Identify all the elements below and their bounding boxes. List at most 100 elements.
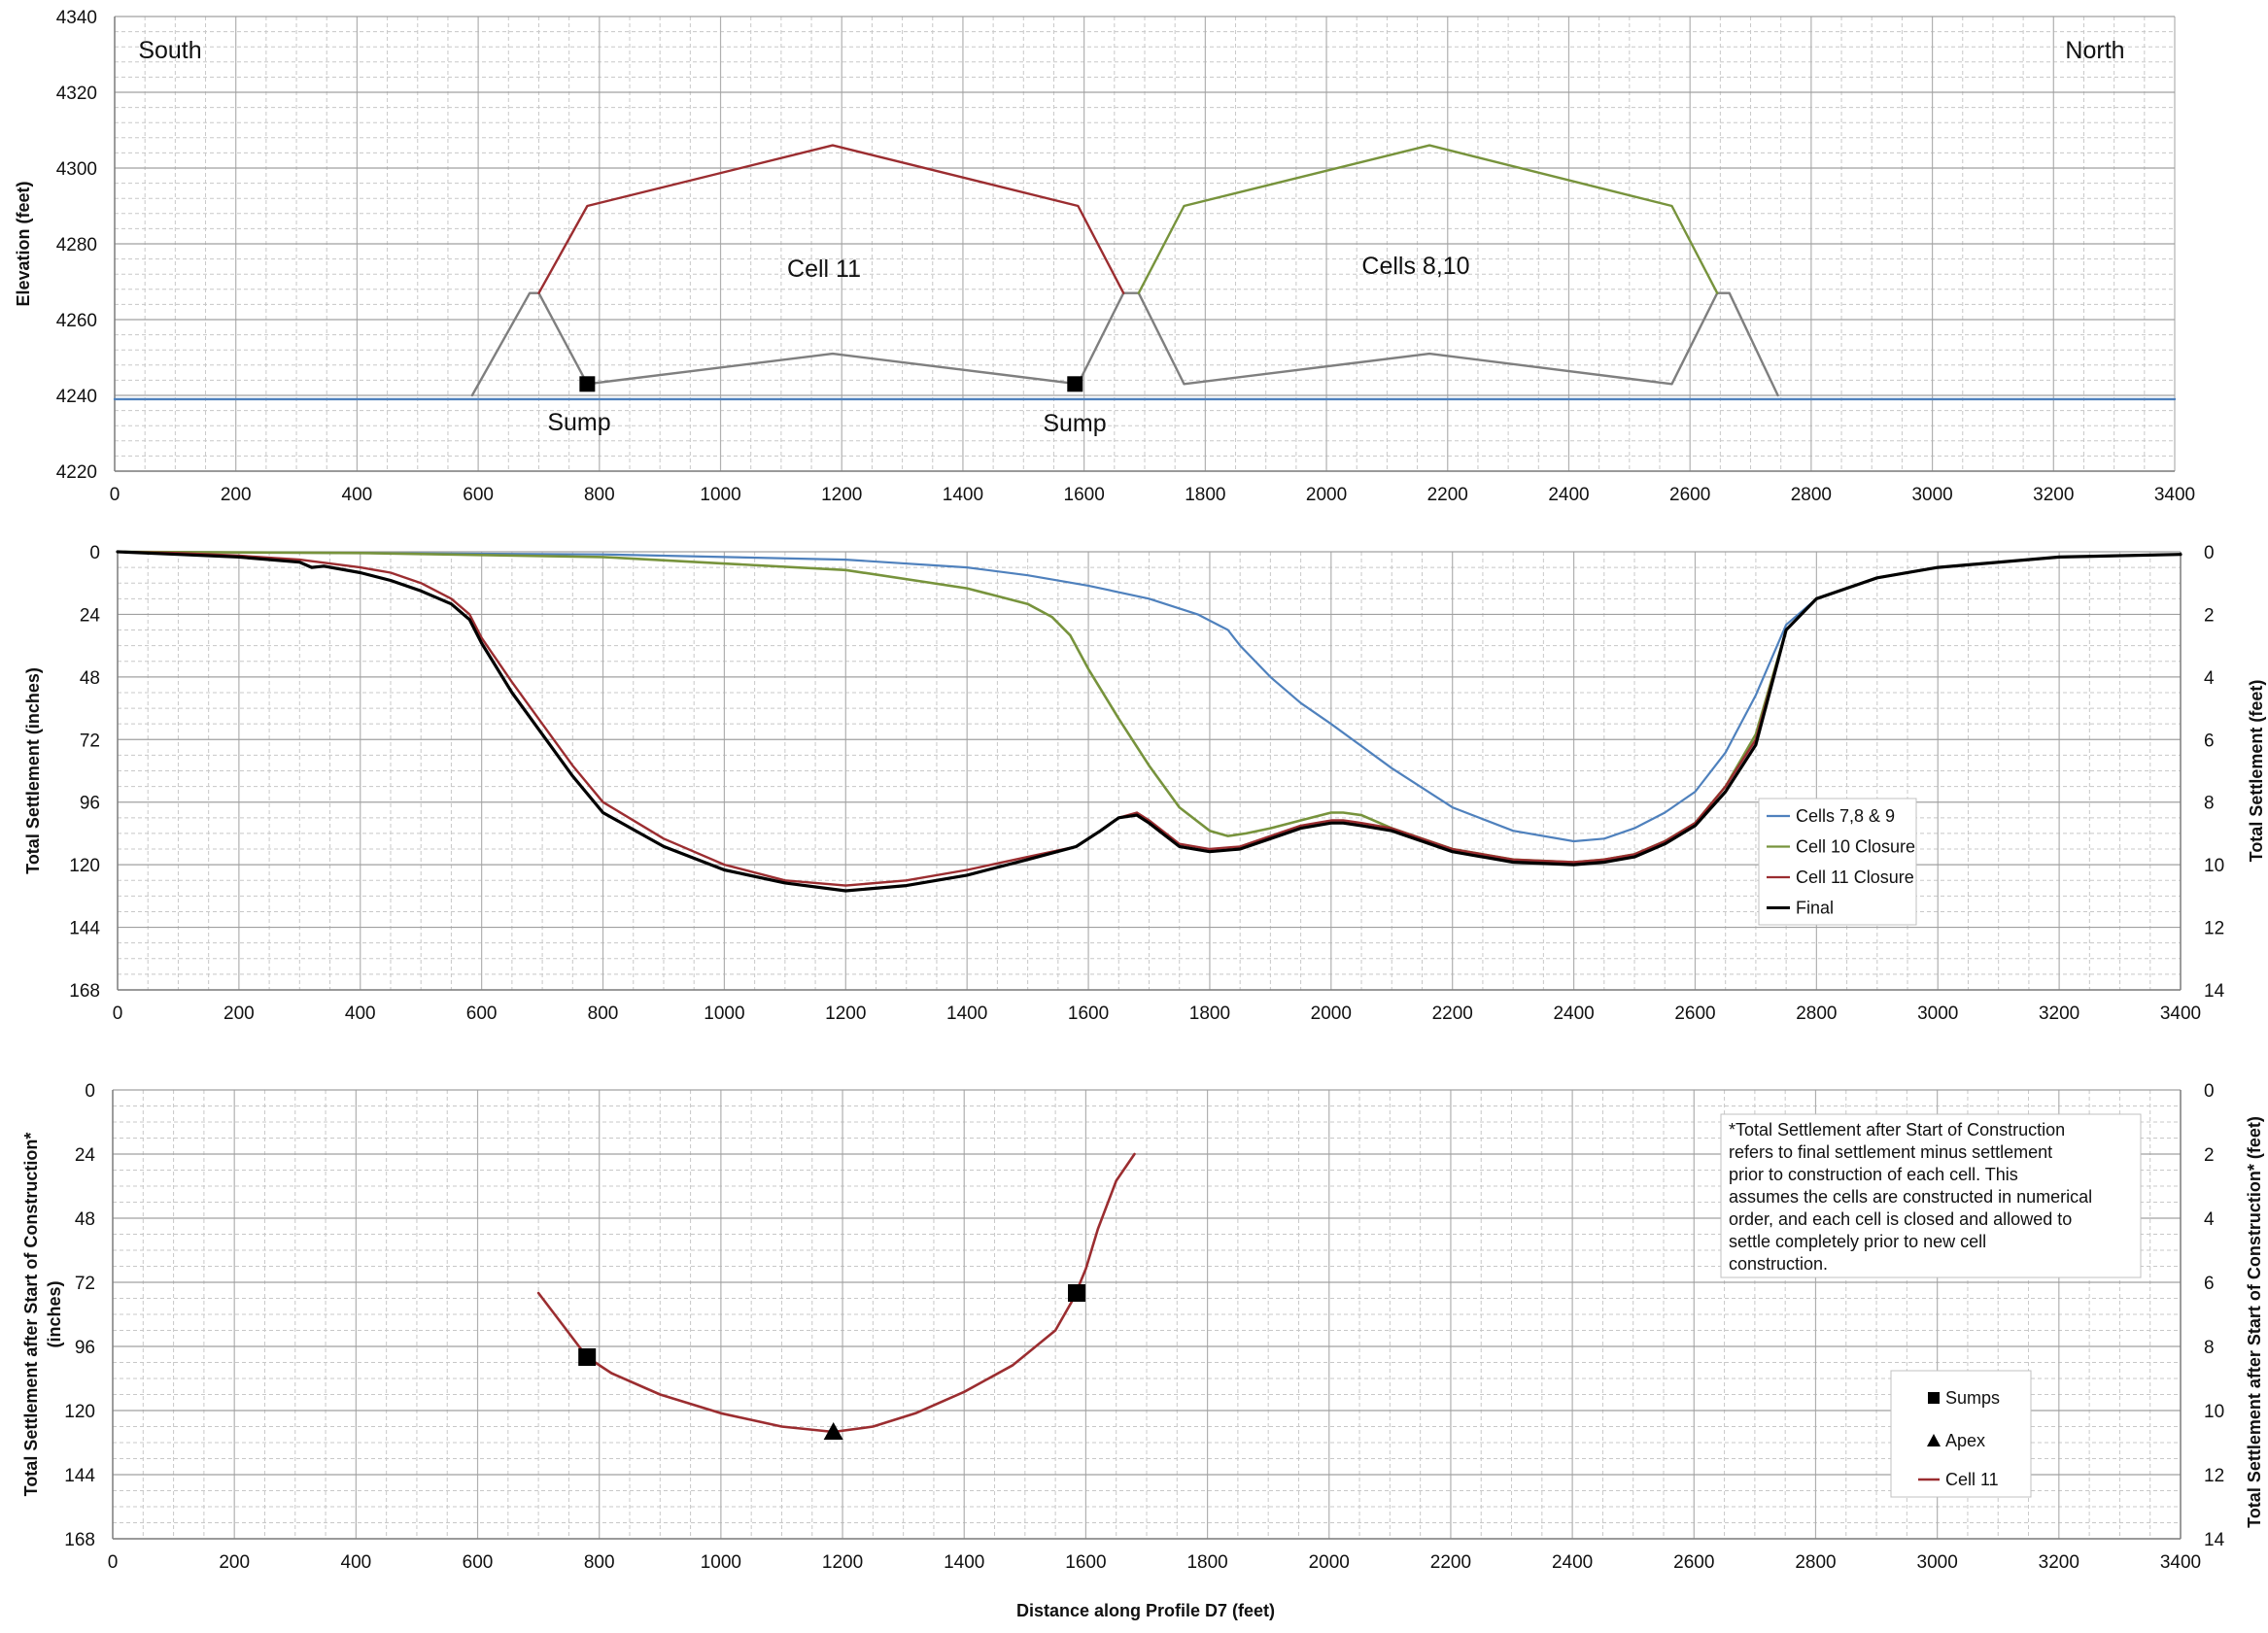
y-tick-label: 0 [89, 543, 100, 563]
x-tick-label: 400 [341, 1552, 372, 1573]
x-tick-label: 3000 [1917, 1004, 1958, 1024]
x-tick-label: 2400 [1548, 485, 1589, 505]
x-axis-title: Distance along Profile D7 (feet) [1016, 1601, 1275, 1620]
legend-box [1890, 1370, 2032, 1498]
note-line: refers to final settlement minus settlem… [1729, 1142, 2052, 1162]
x-tick-label: 2200 [1432, 1004, 1473, 1024]
y2-tick-label: 14 [2204, 981, 2225, 1002]
x-tick-label: 2200 [1427, 485, 1468, 505]
x-tick-label: 2800 [1795, 1552, 1836, 1573]
y2-tick-label: 4 [2204, 1209, 2215, 1230]
x-tick-label: 1400 [944, 1552, 984, 1573]
y2-tick-label: 10 [2204, 1402, 2224, 1422]
x-tick-label: 800 [588, 1004, 619, 1024]
x-tick-label: 400 [342, 485, 373, 505]
x-tick-label: 600 [463, 485, 494, 505]
legend-label: Cells 7,8 & 9 [1796, 806, 1895, 826]
sump-marker [579, 376, 596, 392]
x-tick-label: 3400 [2160, 1004, 2201, 1024]
annotation-cells-8-10: Cells 8,10 [1361, 253, 1469, 280]
x-tick-label: 3200 [2033, 485, 2074, 505]
x-tick-label: 1800 [1186, 1552, 1227, 1573]
x-tick-label: 1000 [701, 1552, 741, 1573]
x-tick-label: 1600 [1068, 1004, 1109, 1024]
legend-box [1758, 798, 1917, 926]
x-tick-label: 2000 [1311, 1004, 1352, 1024]
x-tick-label: 600 [463, 1552, 494, 1573]
x-tick-label: 1000 [704, 1004, 744, 1024]
y2-tick-label: 14 [2204, 1530, 2225, 1550]
x-tick-label: 3000 [1917, 1552, 1958, 1573]
x-tick-label: 3200 [2039, 1004, 2079, 1024]
y-tick-label: 96 [80, 794, 100, 814]
annotation-sump: Sump [1043, 410, 1106, 437]
y-tick-label: 72 [75, 1274, 95, 1294]
y-tick-label: 24 [80, 605, 101, 626]
y-tick-label: 168 [64, 1530, 95, 1550]
x-tick-label: 1800 [1189, 1004, 1230, 1024]
legend-label: Cell 11 Closure [1796, 868, 1914, 887]
x-tick-label: 200 [219, 1552, 250, 1573]
y2-tick-label: 4 [2204, 668, 2215, 689]
y-tick-label: 48 [75, 1209, 95, 1230]
note-line: construction. [1729, 1254, 1828, 1274]
x-tick-label: 200 [223, 1004, 255, 1024]
note-line: prior to construction of each cell. This [1729, 1165, 2018, 1184]
y-tick-label: 120 [69, 856, 100, 876]
x-tick-label: 1800 [1185, 485, 1225, 505]
x-tick-label: 3000 [1911, 485, 1952, 505]
series-cells-7-8-9 [116, 550, 2182, 843]
y2-tick-label: 2 [2204, 1145, 2215, 1166]
y-tick-label: 4340 [56, 8, 97, 28]
x-tick-label: 200 [221, 485, 252, 505]
y2-tick-label: 6 [2204, 1274, 2215, 1294]
annotation-cell-11: Cell 11 [787, 255, 861, 283]
y-tick-label: 4240 [56, 387, 97, 407]
panel-1-plot-area [114, 16, 2176, 472]
y-tick-label: 72 [80, 731, 100, 751]
sump-marker [578, 1348, 597, 1366]
legend-label: Sumps [1945, 1388, 2000, 1408]
x-tick-label: 1400 [943, 485, 983, 505]
x-tick-label: 2800 [1796, 1004, 1837, 1024]
x-tick-label: 2600 [1674, 1004, 1715, 1024]
y2-tick-label: 12 [2204, 1466, 2224, 1486]
y-tick-label: 4220 [56, 462, 97, 483]
legend-label: Final [1796, 899, 1834, 918]
annotation-north: North [2065, 37, 2124, 64]
legend-swatch [1927, 1434, 1941, 1446]
y-tick-label: 144 [69, 919, 100, 939]
x-tick-label: 0 [113, 1004, 123, 1024]
note-line: order, and each cell is closed and allow… [1729, 1209, 2072, 1229]
y-tick-label: 96 [75, 1338, 95, 1358]
x-tick-label: 1600 [1065, 1552, 1106, 1573]
legend-label: Cell 10 Closure [1796, 837, 1915, 857]
x-tick-label: 3200 [2039, 1552, 2079, 1573]
annotation-south: South [138, 37, 201, 64]
y2-tick-label: 10 [2204, 856, 2224, 876]
x-tick-label: 3400 [2154, 485, 2195, 505]
y2-axis-title: Total Settlement after Start of Construc… [2245, 1116, 2264, 1528]
x-tick-label: 2000 [1306, 485, 1347, 505]
y-tick-label: 0 [85, 1081, 95, 1102]
y2-tick-label: 6 [2204, 731, 2215, 751]
x-tick-label: 0 [108, 1552, 119, 1573]
x-tick-label: 600 [466, 1004, 498, 1024]
note-line: assumes the cells are constructed in num… [1729, 1187, 2092, 1207]
legend-swatch [1928, 1392, 1940, 1404]
note-line: settle completely prior to new cell [1729, 1232, 1986, 1251]
liner-profile-line [470, 291, 1779, 397]
y-axis-title: (inches) [45, 1280, 64, 1347]
y-tick-label: 144 [64, 1466, 95, 1486]
x-tick-label: 400 [345, 1004, 376, 1024]
sump-marker [1067, 376, 1083, 392]
note-box [1720, 1113, 2142, 1278]
y-tick-label: 48 [80, 668, 100, 689]
x-tick-label: 1200 [825, 1004, 866, 1024]
y-tick-label: 120 [64, 1402, 95, 1422]
apex-marker [823, 1422, 843, 1440]
y2-tick-label: 2 [2204, 605, 2215, 626]
x-tick-label: 1200 [822, 1552, 863, 1573]
series-final [116, 550, 2182, 893]
